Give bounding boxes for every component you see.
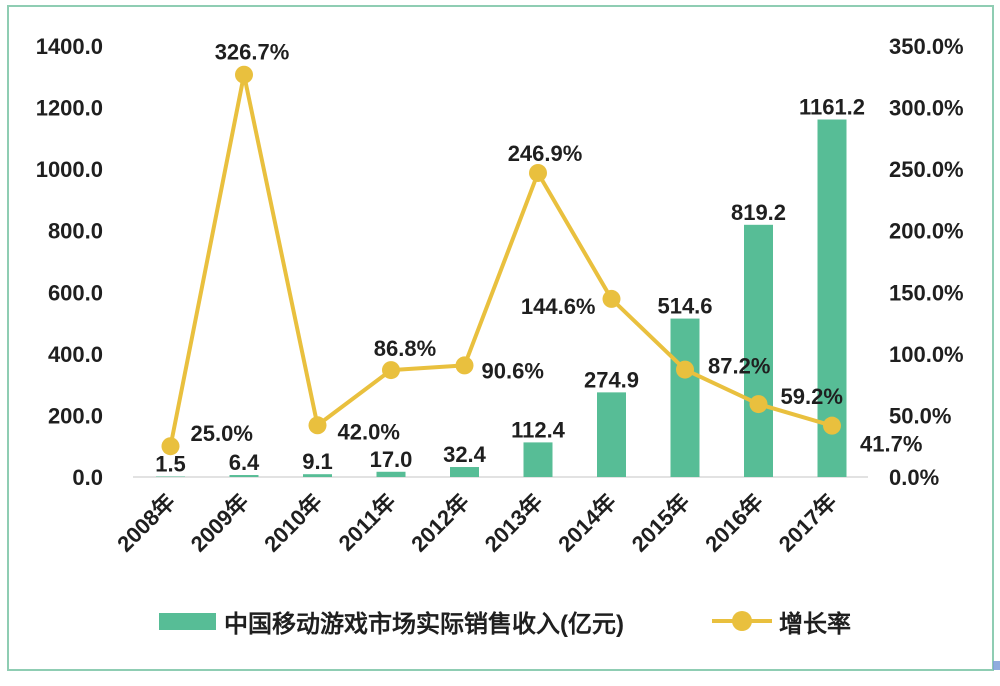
bar-2013年 xyxy=(523,442,553,477)
legend-item-growth: 增长率 xyxy=(712,605,851,638)
x-category-label-2015年: 2015年 xyxy=(627,489,695,557)
right-axis-tick-label: 0.0% xyxy=(889,465,939,490)
growth-value-label-2012年: 90.6% xyxy=(482,358,544,383)
bar-value-label-2012年: 32.4 xyxy=(443,442,487,467)
x-category-label-2008年: 2008年 xyxy=(112,489,180,557)
growth-value-label-2013年: 246.9% xyxy=(508,141,583,166)
growth-value-label-2017年: 41.7% xyxy=(860,432,922,457)
bar-2012年 xyxy=(450,467,479,477)
bar-2011年 xyxy=(376,471,406,477)
x-category-label-2016年: 2016年 xyxy=(700,489,768,557)
growth-point-2011年 xyxy=(382,361,400,380)
growth-point-2008年 xyxy=(161,437,180,456)
bar-value-label-2017年: 1161.2 xyxy=(799,95,865,120)
left-axis-tick-label: 600.0 xyxy=(48,280,103,305)
bar-value-label-2009年: 6.4 xyxy=(229,450,260,475)
bar-2009年 xyxy=(229,475,259,477)
growth-value-label-2016年: 59.2% xyxy=(781,384,843,409)
growth-legend-label: 增长率 xyxy=(779,610,851,638)
x-category-label-2014年: 2014年 xyxy=(553,489,621,557)
growth-value-label-2009年: 326.7% xyxy=(215,40,290,65)
x-category-label-2017年: 2017年 xyxy=(774,489,842,557)
x-category-label-2010年: 2010年 xyxy=(259,489,327,557)
corner-mark xyxy=(993,661,1000,670)
x-category-label-2011年: 2011年 xyxy=(334,489,401,556)
bar-2015年 xyxy=(670,318,700,477)
x-category-label-2013年: 2013年 xyxy=(480,489,548,557)
legend-item-revenue: 中国移动游戏市场实际销售收入(亿元) xyxy=(159,605,624,638)
right-axis-tick-label: 150.0% xyxy=(889,280,964,305)
growth-value-label-2014年: 144.6% xyxy=(521,294,596,319)
left-axis-tick-label: 1000.0 xyxy=(36,157,103,182)
x-category-label-2009年: 2009年 xyxy=(186,489,254,557)
left-axis-tick-label: 1200.0 xyxy=(36,96,103,121)
growth-point-2010年 xyxy=(308,416,327,435)
left-axis-tick-label: 800.0 xyxy=(48,219,103,244)
x-category-label-2012年: 2012年 xyxy=(406,489,474,557)
bar-value-label-2014年: 274.9 xyxy=(584,367,639,392)
right-axis-tick-label: 100.0% xyxy=(889,342,964,367)
growth-value-label-2015年: 87.2% xyxy=(708,354,770,379)
bar-value-label-2015年: 514.6 xyxy=(657,294,712,319)
bar-value-label-2011年: 17.0 xyxy=(370,447,413,472)
growth-line xyxy=(168,72,833,447)
bar-2010年 xyxy=(303,474,332,477)
growth-point-2013年 xyxy=(529,163,547,182)
growth-point-2015年 xyxy=(676,360,694,379)
growth-point-2014年 xyxy=(602,289,621,308)
revenue-legend-swatch-icon xyxy=(159,612,216,630)
growth-value-label-2011年: 86.8% xyxy=(374,336,436,361)
growth-point-2009年 xyxy=(235,65,253,84)
right-axis-tick-label: 300.0% xyxy=(889,96,964,121)
growth-legend-dot-icon xyxy=(732,611,752,631)
growth-point-2017年 xyxy=(823,416,841,435)
left-axis-tick-label: 1400.0 xyxy=(36,34,103,59)
left-axis-tick-label: 400.0 xyxy=(48,342,103,367)
growth-value-label-2010年: 42.0% xyxy=(338,419,400,444)
bar-2016年 xyxy=(744,224,773,477)
growth-point-2016年 xyxy=(749,395,768,414)
growth-legend-marker-icon xyxy=(712,611,772,631)
right-axis-tick-label: 350.0% xyxy=(889,34,964,59)
right-axis-tick-label: 50.0% xyxy=(889,403,951,428)
bar-2014年 xyxy=(597,392,626,477)
bar-value-label-2016年: 819.2 xyxy=(731,200,786,225)
right-axis-tick-label: 200.0% xyxy=(889,219,964,244)
bar-value-label-2013年: 112.4 xyxy=(511,417,566,442)
revenue-legend-label: 中国移动游戏市场实际销售收入(亿元) xyxy=(224,610,624,638)
bar-value-label-2010年: 9.1 xyxy=(302,449,333,474)
left-axis-tick-label: 200.0 xyxy=(48,403,103,428)
growth-value-label-2008年: 25.0% xyxy=(191,421,253,446)
growth-point-2012年 xyxy=(455,356,474,375)
right-axis-tick-label: 250.0% xyxy=(889,157,964,182)
bar-value-label-2008年: 1.5 xyxy=(155,452,186,477)
left-axis-tick-label: 0.0 xyxy=(72,465,103,490)
